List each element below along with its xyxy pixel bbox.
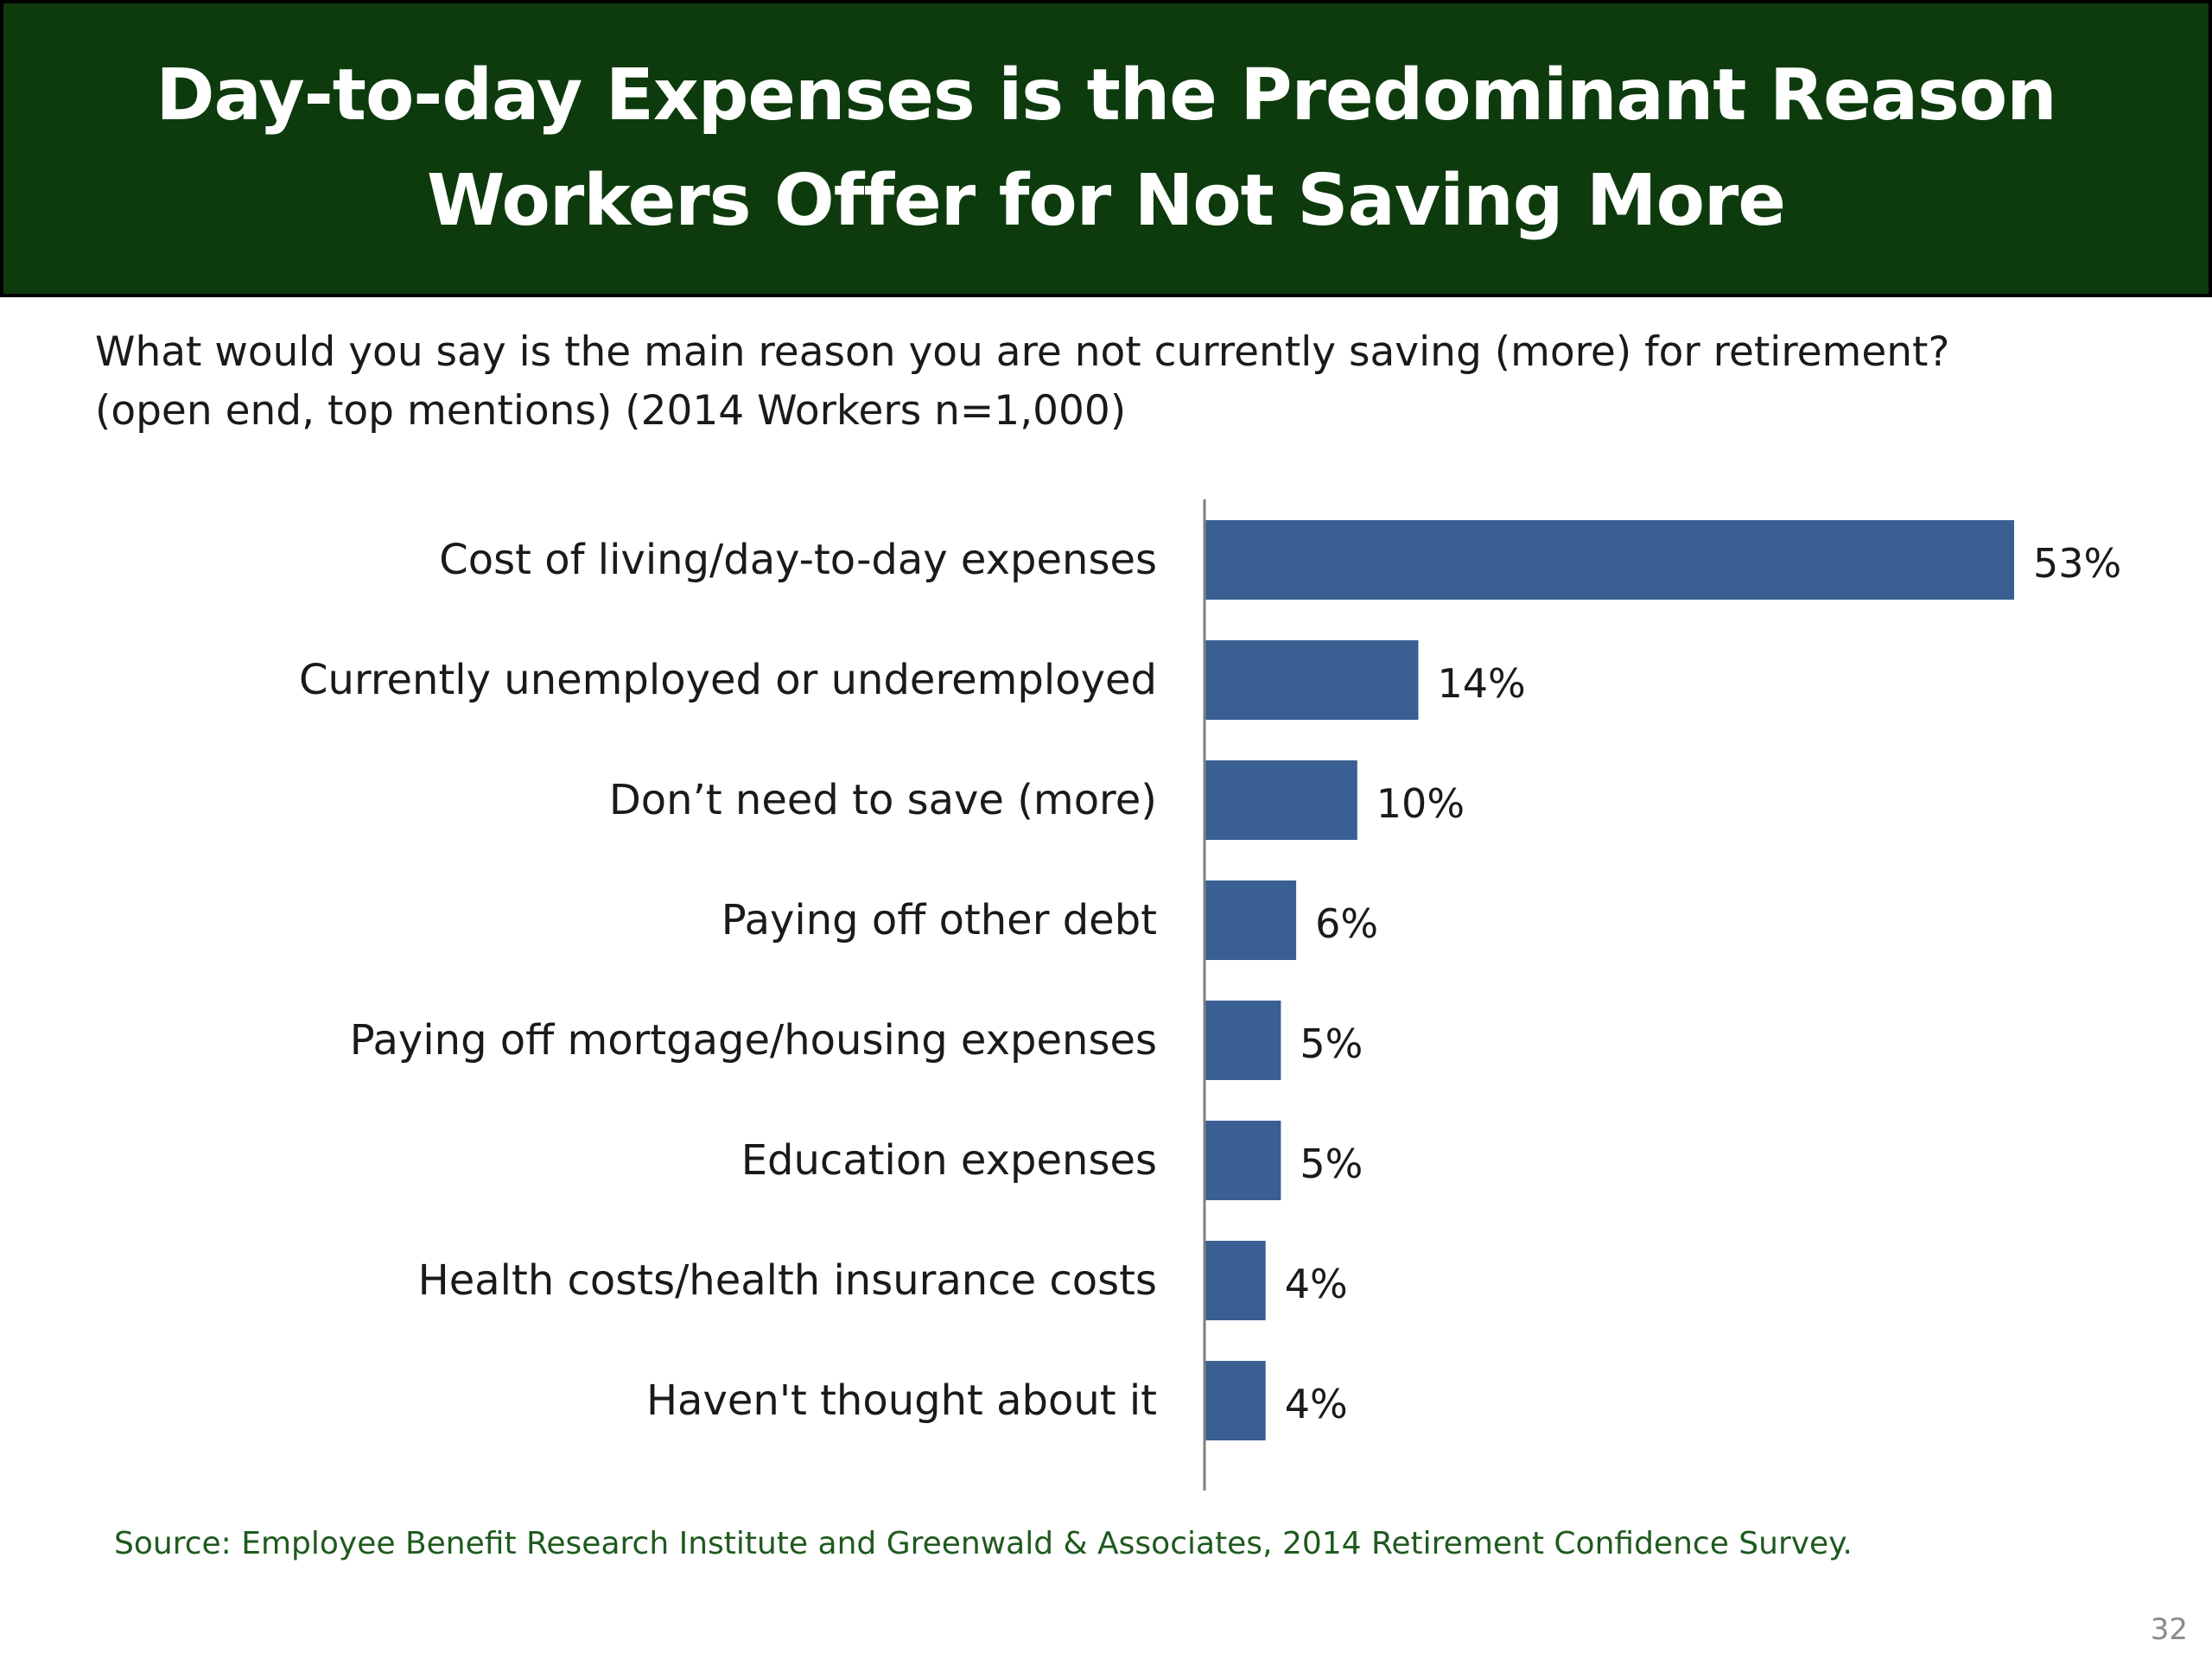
- bar: [1205, 520, 2014, 600]
- bar: [1205, 760, 1357, 840]
- bar: [1205, 1121, 1281, 1200]
- value-label: 14%: [1438, 660, 1526, 707]
- value-label: 6%: [1315, 900, 1378, 947]
- category-label: Health costs/health insurance costs: [418, 1256, 1157, 1305]
- title-banner: Day-to-day Expenses is the Predominant R…: [0, 0, 2212, 297]
- category-label: Don’t need to save (more): [609, 776, 1157, 824]
- category-label: Haven't thought about it: [646, 1376, 1157, 1425]
- value-label: 53%: [2033, 540, 2121, 587]
- page-number: 32: [2150, 1612, 2188, 1647]
- source-note: Source: Employee Benefit Research Instit…: [114, 1526, 1853, 1561]
- question-text: What would you say is the main reason yo…: [95, 328, 1950, 376]
- bar: [1205, 1001, 1281, 1080]
- question-note: (open end, top mentions) (2014 Workers n…: [95, 387, 1127, 435]
- chart-bars: [1205, 520, 2014, 1440]
- value-label: 10%: [1376, 780, 1465, 827]
- category-label: Education expenses: [741, 1136, 1157, 1185]
- category-label: Cost of living/day-to-day expenses: [439, 536, 1157, 584]
- value-label: 5%: [1300, 1020, 1363, 1067]
- category-label: Currently unemployed or underemployed: [299, 656, 1157, 704]
- bar: [1205, 640, 1419, 720]
- slide-title: Day-to-day Expenses is the Predominant R…: [156, 54, 2056, 242]
- bar: [1205, 880, 1297, 960]
- value-labels: 53% 14% 10% 6% 5% 5% 4% 4%: [1285, 540, 2122, 1427]
- category-labels: Cost of living/day-to-day expenses Curren…: [299, 536, 1157, 1425]
- value-label: 4%: [1285, 1261, 1348, 1307]
- value-label: 4%: [1285, 1381, 1348, 1427]
- bar: [1205, 1361, 1266, 1440]
- value-label: 5%: [1300, 1141, 1363, 1187]
- category-label: Paying off other debt: [721, 896, 1157, 944]
- category-label: Paying off mortgage/housing expenses: [350, 1016, 1157, 1065]
- bar: [1205, 1241, 1266, 1320]
